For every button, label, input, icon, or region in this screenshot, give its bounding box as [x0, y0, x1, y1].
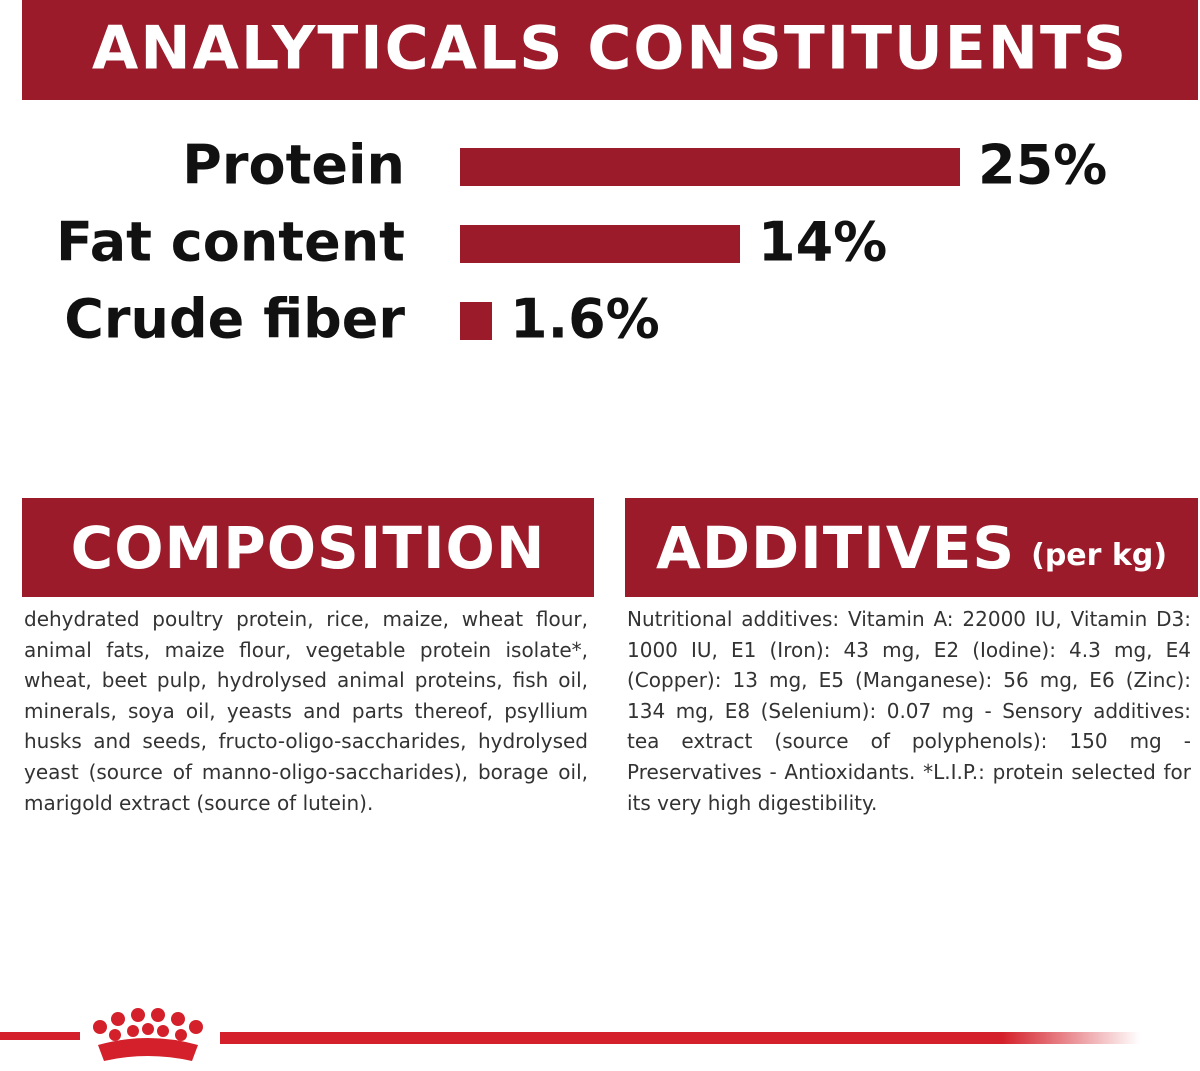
value-label: 25% [978, 134, 1107, 197]
additives-text: Nutritional additives: Vitamin A: 22000 … [627, 607, 1191, 815]
additives-header: ADDITIVES (per kg) [625, 498, 1198, 597]
footer-line [220, 1032, 1140, 1044]
bar [460, 225, 740, 263]
composition-title: COMPOSITION [70, 513, 546, 582]
bar [460, 302, 492, 340]
category-label: Fat content [56, 211, 405, 274]
logo [93, 1008, 203, 1061]
footer [0, 1008, 1140, 1061]
category-label: Protein [182, 134, 405, 197]
additives-title: ADDITIVES [655, 513, 1016, 582]
footer-line [0, 1032, 80, 1040]
value-label: 1.6% [510, 288, 660, 351]
chart-title: ANALYTICALS CONSTITUENTS [92, 14, 1128, 84]
bar [460, 148, 960, 186]
title-band [22, 0, 1198, 100]
composition-header: COMPOSITION [22, 498, 594, 597]
chart: ANALYTICALS CONSTITUENTS Protein 25% Fat c… [22, 0, 1198, 351]
additives-subtitle: (per kg) [1031, 538, 1168, 573]
category-label: Crude fiber [64, 288, 405, 351]
value-label: 14% [758, 211, 887, 274]
composition-text: dehydrated poultry protein, rice, maize,… [24, 607, 588, 815]
